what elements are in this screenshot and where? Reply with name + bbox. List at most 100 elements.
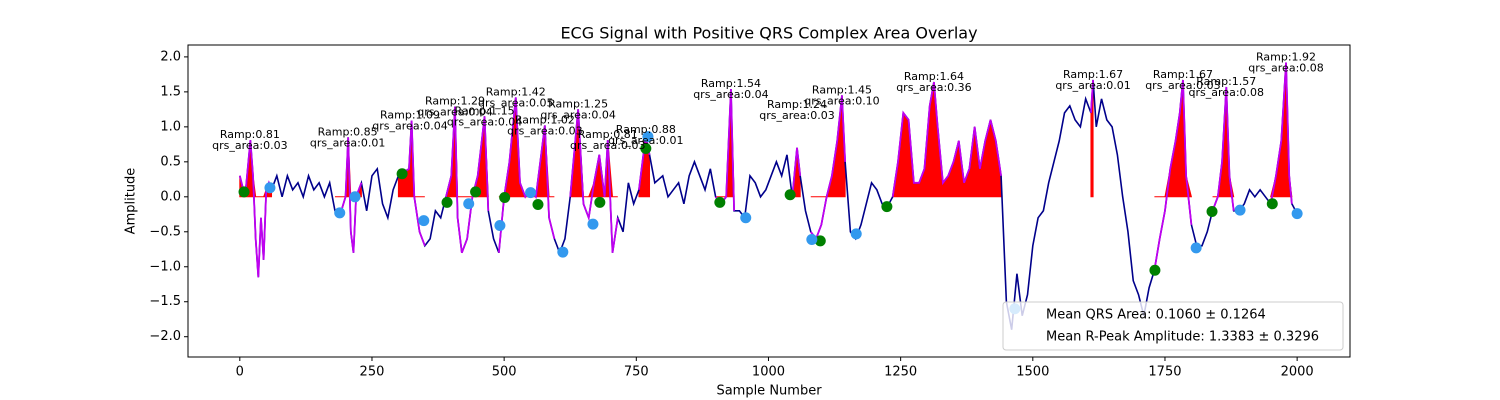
- point: [1149, 264, 1161, 276]
- annotation-area: qrs_area:0.03: [759, 109, 834, 122]
- plot-area: [238, 62, 1303, 330]
- annotation-area: qrs_area:0.01: [310, 136, 385, 149]
- point: [850, 228, 862, 240]
- y-tick-label: −0.5: [149, 224, 181, 239]
- qrs-segment: [445, 106, 490, 254]
- point: [470, 186, 482, 198]
- y-tick-label: 2.0: [160, 49, 181, 64]
- x-tick-label: 1750: [1148, 365, 1181, 380]
- legend-entry: Mean R-Peak Amplitude: 1.3383 ± 0.3296: [1046, 330, 1319, 345]
- annotation-ramp: Ramp:1.92: [1256, 50, 1316, 63]
- annotation-ramp: Ramp:1.67: [1063, 68, 1123, 81]
- annotation-ramp: Ramp:1.67: [1153, 68, 1213, 81]
- legend-entry: Mean QRS Area: 0.1060 ± 0.1264: [1046, 308, 1266, 323]
- annotation-ramp: Ramp:0.81: [578, 128, 638, 141]
- annotation-area: qrs_area:0.08: [1189, 86, 1264, 99]
- point: [587, 218, 599, 230]
- point: [714, 196, 726, 208]
- x-tick-label: 500: [492, 365, 517, 380]
- point: [784, 189, 796, 201]
- annotation-area: qrs_area:0.36: [896, 81, 971, 94]
- point: [1234, 204, 1246, 216]
- annotation-ramp: Ramp:1.42: [486, 85, 546, 98]
- point: [1190, 242, 1202, 254]
- x-tick-label: 2000: [1281, 365, 1314, 380]
- point: [557, 246, 569, 258]
- qrs-segment: [891, 81, 1002, 197]
- annotation-area: qrs_area:0.03: [570, 139, 645, 152]
- point: [525, 187, 537, 199]
- annotation-ramp: Ramp:1.02: [515, 113, 575, 126]
- x-tick-label: 1250: [884, 365, 917, 380]
- y-tick-label: 1.5: [160, 84, 181, 99]
- point: [494, 219, 506, 231]
- point: [1291, 208, 1303, 220]
- annotation-area: qrs_area:0.04: [417, 106, 492, 119]
- annotation-ramp: Ramp:1.24: [767, 98, 827, 111]
- point: [1266, 198, 1278, 210]
- annotation-area: qrs_area:0.01: [1055, 79, 1130, 92]
- y-axis-label: Amplitude: [124, 168, 139, 235]
- point: [814, 235, 826, 247]
- annotation-ramp: Ramp:0.85: [318, 125, 378, 138]
- annotation-area: qrs_area:0.05: [478, 96, 553, 109]
- qrs-segment: [810, 95, 847, 241]
- qrs-segment: [1090, 79, 1094, 113]
- annotation-ramp: Ramp:1.25: [548, 97, 608, 110]
- annotation-area: qrs_area:0.01: [608, 134, 683, 147]
- point: [642, 131, 654, 143]
- annotation-area: qrs_area:0.04: [447, 115, 522, 128]
- annotation-area: qrs_area:0.04: [372, 120, 447, 133]
- point: [881, 201, 893, 213]
- qrs-segment: [1211, 86, 1235, 212]
- qrs-segment: [569, 109, 619, 253]
- x-tick-label: 1000: [752, 365, 785, 380]
- annotation-area: qrs_area:0.03: [507, 124, 582, 137]
- y-tick-label: 1.0: [160, 119, 181, 134]
- annotation-ramp: Ramp:1.15: [455, 104, 515, 117]
- annotation-ramp: Ramp:1.09: [380, 109, 440, 122]
- x-tick-label: 750: [624, 365, 649, 380]
- point: [499, 192, 511, 204]
- qrs-segment: [1153, 79, 1193, 271]
- point: [349, 191, 361, 203]
- point: [238, 186, 250, 198]
- x-tick-label: 250: [360, 365, 385, 380]
- annotation-area: qrs_area:0.04: [693, 88, 768, 101]
- point: [418, 215, 430, 227]
- y-tick-label: 0.0: [160, 189, 181, 204]
- y-tick-label: −2.0: [149, 329, 181, 344]
- annotation-ramp: Ramp:1.29: [425, 95, 485, 108]
- annotation-area: qrs_area:0.10: [804, 94, 879, 107]
- x-tick-label: 0: [236, 365, 244, 380]
- x-tick-label: 1500: [1016, 365, 1049, 380]
- point: [806, 233, 818, 245]
- point: [441, 196, 453, 208]
- ecg-line: [239, 62, 1298, 330]
- annotation-area: qrs_area:0.03: [1145, 79, 1220, 92]
- point: [334, 207, 346, 219]
- y-tick-label: −1.5: [149, 294, 181, 309]
- chart-title: ECG Signal with Positive QRS Complex Are…: [560, 24, 977, 43]
- annotation-area: qrs_area:0.08: [1248, 61, 1323, 74]
- qrs-segment: [791, 147, 802, 197]
- point: [740, 212, 752, 224]
- annotation-area: qrs_area:0.04: [540, 108, 615, 121]
- point: [594, 196, 606, 208]
- point: [532, 198, 544, 210]
- annotation-ramp: Ramp:1.57: [1196, 75, 1256, 88]
- x-axis-label: Sample Number: [716, 384, 822, 399]
- y-tick-label: 0.5: [160, 154, 181, 169]
- point: [1206, 205, 1218, 217]
- legend-box: [1002, 301, 1344, 351]
- annotation-ramp: Ramp:1.54: [701, 77, 761, 90]
- annotation-ramp: Ramp:0.88: [616, 123, 676, 136]
- annotation-area: qrs_area:0.03: [212, 139, 287, 152]
- y-tick-label: −1.0: [149, 259, 181, 274]
- annotation-ramp: Ramp:1.45: [812, 83, 872, 96]
- axes-frame: [187, 44, 1351, 358]
- annotation-ramp: Ramp:0.81: [220, 128, 280, 141]
- point: [396, 168, 408, 180]
- point: [640, 143, 652, 155]
